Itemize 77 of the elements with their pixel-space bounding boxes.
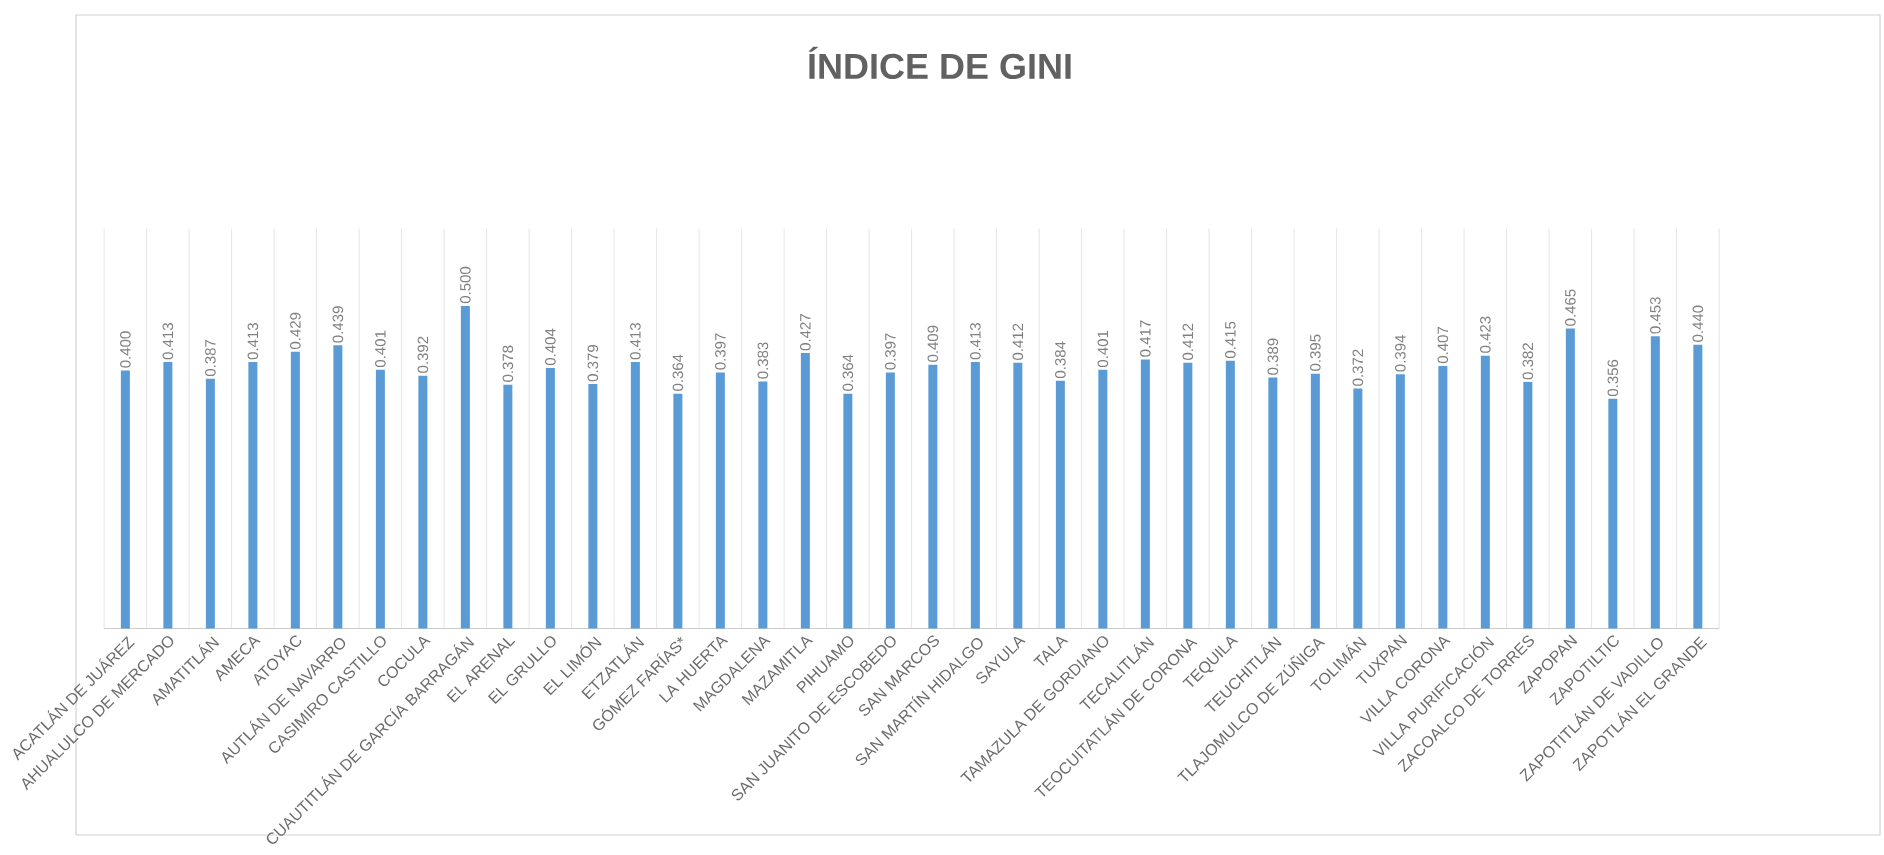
bar — [630, 362, 640, 629]
bar — [1650, 336, 1660, 629]
data-label: 0.413 — [247, 323, 259, 360]
data-label: 0.423 — [1480, 316, 1491, 353]
data-label: 0.397 — [715, 333, 726, 370]
bar — [333, 345, 343, 629]
data-label: 0.372 — [1352, 349, 1364, 386]
bar — [1310, 373, 1320, 629]
data-label: 0.439 — [332, 306, 344, 343]
bar — [800, 353, 810, 629]
data-label: 0.415 — [1225, 321, 1236, 359]
data-label: 0.382 — [1522, 343, 1534, 380]
data-label: 0.413 — [162, 323, 174, 360]
bar — [885, 372, 895, 629]
bar — [460, 305, 470, 629]
data-label: 0.404 — [545, 328, 556, 366]
data-label: 0.397 — [885, 333, 896, 370]
data-label: 0.440 — [1692, 305, 1704, 342]
data-label: 0.401 — [1097, 330, 1109, 368]
chart-title: ÍNDICE DE GINI — [808, 46, 1071, 80]
data-label: 0.400 — [120, 331, 131, 368]
data-label: 0.453 — [1650, 297, 1661, 334]
data-label: 0.401 — [375, 330, 386, 368]
data-label: 0.394 — [1395, 335, 1406, 372]
bar — [248, 362, 258, 629]
bar — [1565, 328, 1575, 629]
bar — [1353, 388, 1363, 629]
data-label: 0.429 — [290, 312, 301, 349]
data-label: 0.465 — [1565, 289, 1576, 326]
bar — [588, 384, 598, 629]
bar — [1268, 377, 1278, 629]
data-label: 0.356 — [1607, 359, 1619, 397]
data-label: 0.364 — [672, 354, 684, 391]
bar — [1140, 359, 1150, 629]
bar — [290, 351, 300, 629]
bar — [163, 362, 173, 629]
bar — [1480, 355, 1490, 629]
data-label: 0.413 — [970, 323, 981, 360]
data-label: 0.392 — [417, 336, 429, 373]
bar — [1225, 360, 1235, 629]
data-label: 0.427 — [800, 314, 811, 351]
bar — [1693, 344, 1703, 629]
bar — [1438, 365, 1448, 629]
data-label: 0.384 — [1055, 341, 1066, 379]
data-label: 0.412 — [1012, 323, 1024, 360]
bar — [375, 369, 385, 629]
data-label: 0.409 — [927, 325, 939, 362]
data-label: 0.378 — [502, 345, 514, 382]
data-label: 0.379 — [587, 345, 599, 382]
bar — [418, 375, 428, 629]
bar — [120, 370, 130, 629]
bar — [758, 381, 768, 629]
bar — [970, 362, 980, 629]
bar — [1523, 382, 1533, 629]
data-label: 0.389 — [1267, 338, 1279, 375]
data-label: 0.413 — [630, 323, 641, 360]
bar — [1098, 369, 1108, 629]
data-label: 0.500 — [460, 266, 471, 304]
bar — [673, 393, 683, 629]
data-label: 0.364 — [842, 354, 854, 391]
bar — [545, 367, 555, 629]
data-label: 0.407 — [1437, 326, 1449, 364]
data-label: 0.387 — [205, 339, 216, 377]
bar — [715, 372, 725, 629]
data-label: 0.383 — [757, 342, 769, 379]
bar — [1055, 380, 1065, 629]
bar — [503, 384, 513, 629]
data-label: 0.417 — [1140, 320, 1151, 357]
bar — [928, 364, 938, 629]
bar — [1013, 362, 1023, 629]
bar — [1608, 398, 1618, 629]
bar — [205, 378, 215, 629]
data-label: 0.412 — [1182, 323, 1194, 360]
bar — [843, 393, 853, 629]
data-label: 0.395 — [1310, 334, 1321, 371]
bar — [1183, 362, 1193, 629]
bar — [1395, 374, 1405, 629]
